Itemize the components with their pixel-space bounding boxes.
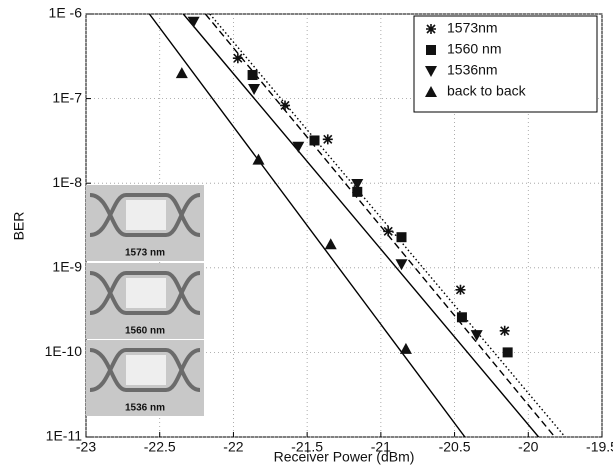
eye-opening bbox=[126, 200, 166, 230]
x-tick-label: -22 bbox=[223, 439, 243, 455]
y-tick-label: 1E-10 bbox=[45, 343, 83, 359]
inset-caption: 1536 nm bbox=[125, 403, 165, 414]
point bbox=[323, 134, 333, 144]
inset-caption: 1573 nm bbox=[125, 248, 165, 259]
point bbox=[396, 232, 406, 242]
point bbox=[310, 135, 320, 145]
point bbox=[503, 347, 513, 357]
inset-caption: 1560 nm bbox=[125, 326, 165, 337]
point bbox=[500, 326, 510, 336]
y-axis-label: BER bbox=[11, 212, 27, 241]
x-tick-label: -22.5 bbox=[144, 439, 176, 455]
x-tick-label: -20.5 bbox=[439, 439, 471, 455]
y-tick-label: 1E -6 bbox=[49, 5, 83, 21]
y-tick-label: 1E-7 bbox=[52, 89, 82, 105]
point bbox=[233, 53, 243, 63]
y-tick-label: 1E-9 bbox=[52, 259, 82, 275]
point bbox=[455, 285, 465, 295]
chart: BER Receiver Power (dBm) -23-22.5-22-21.… bbox=[0, 0, 613, 467]
legend-marker bbox=[426, 45, 436, 55]
legend-label: 1573nm bbox=[447, 20, 498, 36]
x-tick-label: -19.5 bbox=[586, 439, 613, 455]
point bbox=[457, 312, 467, 322]
point bbox=[248, 70, 258, 80]
y-tick-label: 1E-8 bbox=[52, 174, 82, 190]
legend-label: 1536nm bbox=[447, 62, 498, 78]
legend-marker bbox=[426, 24, 436, 34]
eye-opening bbox=[126, 278, 166, 308]
eye-opening bbox=[126, 355, 166, 385]
x-tick-label: -21.5 bbox=[291, 439, 323, 455]
x-tick-label: -21 bbox=[371, 439, 391, 455]
legend-label: back to back bbox=[447, 83, 527, 99]
x-tick-label: -20 bbox=[518, 439, 538, 455]
point bbox=[383, 226, 393, 236]
point bbox=[280, 100, 290, 110]
legend-label: 1560 nm bbox=[447, 41, 501, 57]
y-tick-label: 1E-11 bbox=[46, 428, 83, 444]
